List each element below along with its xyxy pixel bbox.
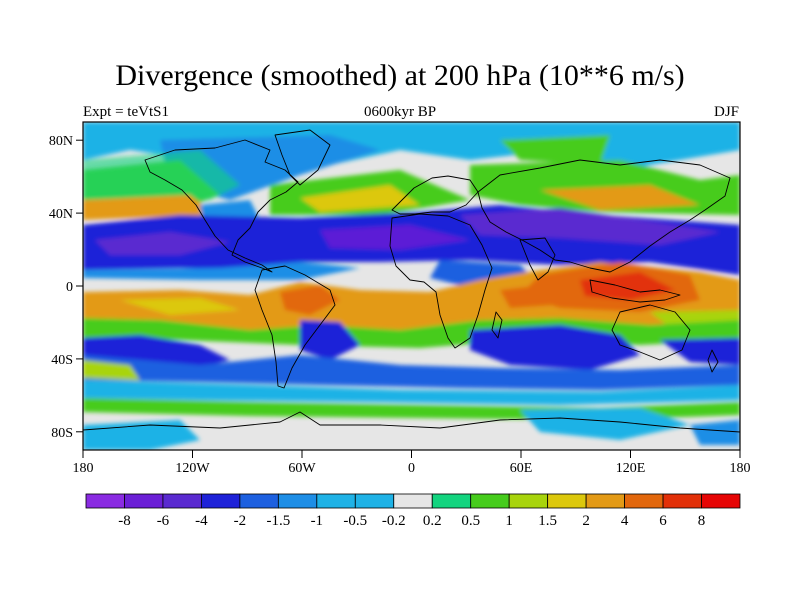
experiment-label: Expt = teVtS1: [83, 104, 169, 120]
time-label: 0600kyr BP: [363, 104, 437, 120]
north-pacific-sea-green: [83, 150, 240, 200]
x-tick-label: 180: [73, 461, 94, 476]
atlantic-convergence-core: [320, 225, 470, 250]
colorbar-label: -4: [195, 513, 208, 529]
x-tick-label: 60W: [288, 461, 316, 476]
x-tick-label: 120E: [616, 461, 646, 476]
south-pacific-east-convergence: [660, 338, 740, 365]
colorbar-label: 4: [621, 513, 629, 529]
madagascar-coast: [491, 311, 503, 339]
africa-coast: [389, 213, 493, 349]
contour-shading: [83, 122, 740, 450]
colorbar-label: 0.2: [423, 513, 442, 529]
colorbar-label: -0.2: [382, 513, 406, 529]
colorbar-box: [431, 493, 472, 509]
antarctic-blue-far-east: [690, 420, 740, 445]
greenland-coast: [274, 129, 331, 186]
season-label: DJF: [713, 104, 739, 120]
maritime-continent-core: [580, 272, 675, 300]
y-tick-label: 80N: [49, 134, 73, 149]
subtropical-edge-blue: [83, 262, 360, 280]
x-tick-label: 180: [730, 461, 751, 476]
y-tick-label: 80S: [51, 426, 73, 441]
y-tick-marks: [76, 139, 83, 433]
australia-coast: [611, 304, 691, 361]
colorbar-box: [316, 493, 356, 509]
colorbar-box: [662, 493, 702, 509]
asia-convergence-core: [460, 208, 720, 245]
colorbar-labels: -8 -6 -4 -2 -1.5 -1 -0.5 -0.2 0.2 0.5 1 1.5 2 4 6 8: [118, 513, 705, 529]
antarctica-coast: [83, 411, 740, 433]
colorbar-box: [201, 493, 241, 509]
southern-blue-band: [83, 355, 740, 390]
pacific-convergence-core: [95, 232, 230, 255]
north-america-coast: [144, 139, 299, 273]
colorbar-box: [624, 493, 664, 509]
map-field: [83, 122, 740, 450]
colorbar-box: [85, 493, 125, 509]
colorbar-box: [124, 493, 164, 509]
colorbar-box: [701, 493, 741, 509]
colorbar-boxes: [85, 493, 741, 509]
y-tick-label: 40S: [51, 353, 73, 368]
colorbar-label: 1: [505, 513, 513, 529]
colorbar-label: 1.5: [538, 513, 557, 529]
south-yellow-patch: [83, 360, 140, 380]
southern-light-blue-band: [83, 380, 740, 405]
colorbar-box: [547, 493, 587, 509]
x-tick-marks: [82, 450, 741, 458]
y-axis: 80N 40N 0 40S 80S: [49, 134, 83, 441]
antarctic-blue-east: [520, 408, 690, 440]
plot-title: Divergence (smoothed) at 200 hPa (10**6 …: [115, 59, 685, 92]
colorbar-label: -1.5: [266, 513, 290, 529]
colorbar-label: -8: [118, 513, 131, 529]
south-america-divergence: [280, 285, 340, 315]
colorbar-label: 6: [659, 513, 667, 529]
y-tick-label: 40N: [49, 207, 73, 222]
colorbar-box: [239, 493, 279, 509]
x-tick-label: 0: [408, 461, 415, 476]
colorbar-label: -2: [234, 513, 247, 529]
new-zealand-coast: [707, 349, 719, 373]
colorbar-box: [393, 493, 433, 509]
asia-coast: [477, 159, 731, 273]
tropical-divergence-yellow: [120, 298, 240, 315]
colorbar-label: -1: [311, 513, 324, 529]
colorbar-label: 8: [698, 513, 706, 529]
siberia-green: [500, 135, 610, 165]
colorbar-label: 2: [582, 513, 590, 529]
maritime-continent-coast: [589, 279, 681, 303]
south-america-coast: [254, 265, 336, 389]
colorbar-box: [162, 493, 202, 509]
colorbar-box: [470, 493, 510, 509]
north-atlantic-yellow: [300, 185, 420, 212]
x-tick-label: 120W: [175, 461, 210, 476]
x-tick-label: 60E: [510, 461, 533, 476]
india-coast: [519, 237, 556, 281]
y-tick-label: 0: [66, 280, 73, 295]
colorbar-box: [277, 493, 318, 509]
colorbar-label: -6: [157, 513, 170, 529]
x-axis: 180 120W 60W 0 60E 120E 180: [73, 450, 751, 476]
indian-ocean-core: [500, 285, 555, 308]
south-pacific-convergence: [83, 335, 230, 370]
colorbar-label: 0.5: [461, 513, 480, 529]
indian-ocean-convergence: [470, 325, 640, 370]
colorbar-box: [354, 493, 395, 509]
colorbar-box: [508, 493, 549, 509]
north-pacific-orange: [83, 195, 215, 220]
coastlines: [83, 129, 740, 433]
colorbar-box: [585, 493, 625, 509]
eurasia-orange: [540, 185, 700, 210]
south-atlantic-convergence: [300, 320, 360, 360]
colorbar: -8 -6 -4 -2 -1.5 -1 -0.5 -0.2 0.2 0.5 1 1.5 2 4 6 8: [85, 493, 741, 529]
arctic-light-blue: [83, 122, 740, 170]
colorbar-label: -0.5: [343, 513, 367, 529]
